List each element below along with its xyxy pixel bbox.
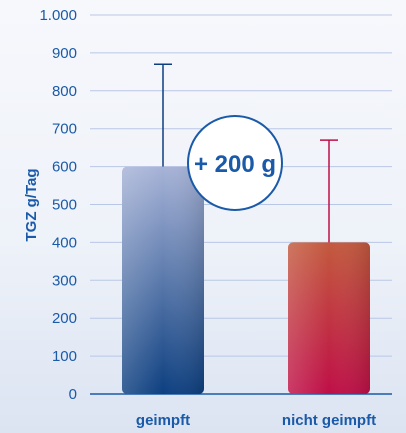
x-category-label: nicht geimpft xyxy=(282,412,376,429)
y-tick-label: 500 xyxy=(52,197,77,214)
y-tick-label: 0 xyxy=(69,386,77,403)
y-axis-label: TGZ g/Tag xyxy=(23,168,40,241)
error-bars xyxy=(154,63,338,243)
x-category-label: geimpft xyxy=(136,412,190,429)
y-tick-label: 800 xyxy=(52,83,77,100)
y-tick-label: 300 xyxy=(52,272,77,289)
y-tick-label: 700 xyxy=(52,121,77,138)
y-axis-ticks: 0 100 200 300 400 500 600 700 800 900 1.000 xyxy=(39,7,77,403)
bar-shading xyxy=(288,242,370,394)
difference-badge: + 200 g xyxy=(187,115,283,211)
bars xyxy=(122,166,370,394)
difference-label: + 200 g xyxy=(194,151,276,178)
y-tick-label: 400 xyxy=(52,234,77,251)
y-tick-label: 100 xyxy=(52,348,77,365)
x-axis-categories: geimpft nicht geimpft xyxy=(136,412,376,429)
bar-shading xyxy=(122,166,204,394)
y-tick-label: 200 xyxy=(52,310,77,327)
y-tick-label: 900 xyxy=(52,45,77,62)
y-tick-label: 600 xyxy=(52,159,77,176)
y-tick-label: 1.000 xyxy=(39,7,77,24)
